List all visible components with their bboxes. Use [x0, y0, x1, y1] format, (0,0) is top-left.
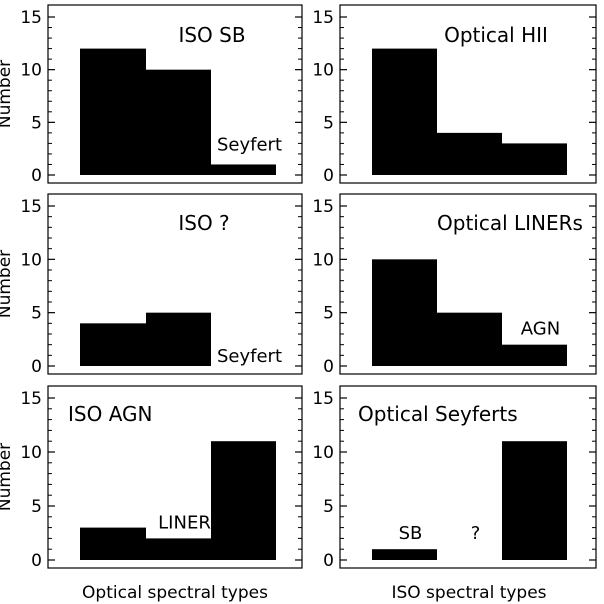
panel-frame	[47, 4, 303, 184]
y-axis-label: Number	[0, 443, 15, 511]
bar	[146, 538, 211, 560]
panel-frame	[339, 193, 597, 375]
panel-title: Optical Seyferts	[358, 402, 518, 426]
y-tick-label: 15	[312, 389, 334, 409]
y-tick-label: 15	[20, 197, 42, 217]
bar	[80, 527, 146, 560]
y-tick-label: 10	[312, 250, 334, 270]
y-axis-label: Number	[0, 250, 15, 318]
panel-frame	[339, 4, 597, 184]
y-tick-label: 5	[31, 497, 42, 517]
y-tick-label: 10	[20, 443, 42, 463]
bar	[372, 48, 437, 175]
panel-3: 0 5 10 15 ISO ? Seyfert Number	[0, 193, 303, 377]
panel-frame	[339, 385, 597, 569]
bar	[80, 48, 146, 175]
bar	[211, 441, 276, 560]
bar-annotation: LINER	[158, 512, 211, 533]
bar	[80, 323, 146, 366]
y-tick-label: 10	[20, 61, 42, 81]
y-tick-label: 5	[31, 304, 42, 324]
y-tick-label: 0	[31, 357, 42, 377]
y-tick-label: 0	[31, 551, 42, 571]
y-tick-label: 0	[323, 357, 334, 377]
bar	[437, 132, 502, 175]
panel-title: Optical LINERs	[437, 211, 583, 235]
bar	[372, 259, 437, 366]
panel-title: ISO AGN	[68, 402, 152, 426]
y-tick-label: 10	[312, 443, 334, 463]
y-tick-label: 10	[312, 61, 334, 81]
y-tick-label: 0	[323, 166, 334, 186]
x-axis-label-right: ISO spectral types	[391, 583, 546, 603]
bar	[146, 312, 211, 366]
y-tick-label: 0	[31, 166, 42, 186]
panel-title: ISO SB	[178, 23, 245, 47]
y-tick-label: 10	[20, 250, 42, 270]
bar	[437, 312, 502, 366]
x-axis-label-left: Optical spectral types	[82, 583, 268, 603]
y-tick-label: 15	[312, 197, 334, 217]
bar	[502, 441, 567, 560]
bar-annotation: AGN	[521, 319, 560, 340]
y-tick-label: 15	[312, 8, 334, 28]
panel-frame	[47, 385, 303, 569]
y-tick-label: 5	[31, 113, 42, 133]
y-tick-label: 0	[323, 551, 334, 571]
y-tick-label: 5	[323, 497, 334, 517]
bar-annotation: ?	[471, 523, 481, 544]
y-tick-label: 15	[20, 8, 42, 28]
panel-title: ISO ?	[178, 211, 229, 235]
bar-annotation: SB	[399, 523, 423, 544]
panel-6: 0 5 10 15 Optical Seyferts SB?	[312, 385, 597, 571]
y-tick-label: 5	[323, 113, 334, 133]
panel-title: Optical HII	[444, 23, 548, 47]
y-tick-label: 15	[20, 389, 42, 409]
panel-2: 0 5 10 15 Optical HII	[312, 4, 597, 186]
bar-annotation: Seyfert	[217, 346, 282, 367]
bar	[146, 69, 211, 175]
panel-5: 0 5 10 15 ISO AGN LINER Number	[0, 385, 303, 571]
panel-1: 0 5 10 15 ISO SB Seyfert Number	[0, 4, 303, 186]
panel-4: 0 5 10 15 Optical LINERs AGN	[312, 193, 597, 377]
bar	[372, 549, 437, 560]
panels: 0 5 10 15 ISO SB Seyfert Number 0 5 10 15 Optical H…	[0, 4, 597, 571]
bar	[211, 164, 276, 175]
y-tick-label: 5	[323, 304, 334, 324]
panel-frame	[47, 193, 303, 375]
bar-annotation: Seyfert	[217, 134, 282, 155]
y-axis-label: Number	[0, 60, 15, 128]
bar	[502, 143, 567, 175]
bar	[502, 344, 567, 366]
